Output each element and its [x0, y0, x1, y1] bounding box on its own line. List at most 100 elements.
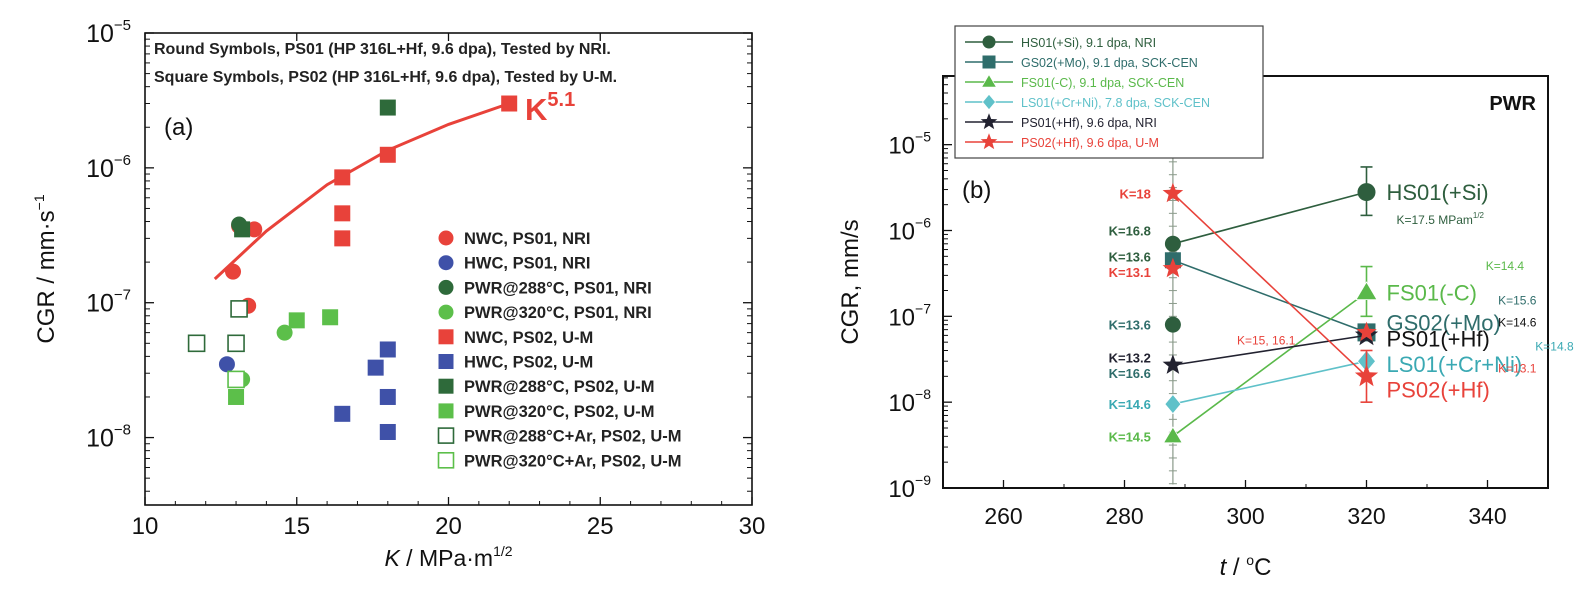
data-point	[379, 99, 396, 116]
k-label-288: K=16.6	[1109, 366, 1151, 381]
data-point	[334, 169, 351, 186]
y-tick-label-a: 10−5	[86, 17, 131, 48]
legend-label-a: PWR@288°C, PS02, U-M	[464, 378, 654, 396]
k-label-320: K=13.1	[1498, 362, 1537, 376]
y-tick-label-a: 10−6	[86, 152, 131, 183]
end-label: HS01(+Si)	[1387, 180, 1489, 205]
data-point	[234, 221, 251, 238]
data-point	[1354, 364, 1379, 387]
note-text-a: Round Symbols, PS01 (HP 316L+Hf, 9.6 dpa…	[154, 41, 611, 58]
k-label-320: K=17.5 MPam1/2	[1397, 211, 1485, 227]
data-point	[1162, 182, 1184, 203]
end-label: GS02(+Mo)	[1387, 310, 1501, 335]
data-point	[1355, 281, 1378, 301]
data-point	[501, 95, 518, 112]
series-a-8	[187, 300, 248, 353]
data-point	[288, 312, 305, 329]
legend-marker-b	[980, 73, 998, 88]
legend-label-a: NWC, PS01, NRI	[464, 230, 591, 248]
data-point	[1162, 354, 1184, 374]
data-point	[367, 359, 384, 376]
panel-label-b: (b)	[962, 177, 991, 204]
x-tick-label-b: 300	[1226, 503, 1264, 529]
end-label: FS01(-C)	[1387, 280, 1477, 305]
legend-marker-a	[438, 378, 454, 394]
k-label-288: K=18	[1119, 186, 1150, 201]
legend-label-a: PWR@320°C, PS02, U-M	[464, 403, 654, 421]
y-tick-label-b: 10−7	[888, 300, 931, 331]
legend-label-b: GS02(+Mo), 9.1 dpa, SCK-CEN	[1021, 56, 1198, 70]
series-line	[1172, 192, 1368, 377]
fit-curve	[213, 102, 510, 281]
legend-label-b: PS02(+Hf), 9.6 dpa, U-M	[1021, 136, 1159, 150]
legend-label-a: PWR@320°C, PS01, NRI	[464, 304, 652, 322]
x-axis-label-a: K / MPa·m1/2	[384, 543, 512, 571]
legend-marker-a	[438, 403, 454, 419]
x-tick-label-b: 280	[1105, 503, 1143, 529]
series-b-2	[1162, 265, 1378, 444]
series-line	[1172, 360, 1367, 405]
legend-label-b: LS01(+Cr+Ni), 7.8 dpa, SCK-CEN	[1021, 96, 1210, 110]
x-tick-label-a: 20	[435, 513, 462, 540]
fit-label: K5.1	[525, 89, 575, 127]
x-tick-label-a: 10	[132, 513, 159, 540]
y-axis-label-b: CGR, mm/s	[837, 219, 864, 344]
end-label: LS01(+Cr+Ni)	[1387, 352, 1523, 377]
k-label-288: K=14.5	[1109, 429, 1151, 444]
data-point	[334, 230, 351, 247]
x-tick-label-a: 30	[739, 513, 766, 540]
data-point	[1356, 321, 1377, 342]
series-a-7	[228, 309, 339, 405]
k-label-288: K=13.1	[1109, 265, 1151, 280]
k-label-288: K=16.8	[1109, 224, 1151, 239]
data-point	[230, 300, 248, 318]
k-label-288: K=13.2	[1109, 351, 1151, 366]
series-line	[1172, 291, 1367, 437]
x-tick-label-b: 320	[1347, 503, 1385, 529]
x-axis-label-b: t / oC	[1220, 552, 1272, 581]
series-a-6	[234, 99, 396, 238]
legend-label-a: PWR@320°C+Ar, PS02, U-M	[464, 452, 682, 470]
series-a-5	[334, 341, 396, 440]
legend-marker-a	[438, 354, 454, 369]
data-point	[1162, 426, 1183, 444]
legend-marker-a	[438, 329, 454, 345]
series-line	[1172, 259, 1367, 334]
data-point	[227, 370, 245, 389]
legend-marker-a	[438, 304, 454, 320]
k-label-320: K=14.8	[1535, 339, 1574, 353]
y-tick-label-b: 10−6	[888, 215, 931, 246]
legend-label-a: HWC, PS02, U-M	[464, 354, 593, 372]
data-point	[225, 263, 242, 280]
series-b-1	[1164, 252, 1376, 342]
legend-marker-b	[980, 113, 998, 130]
legend-label-a: NWC, PS02, U-M	[464, 329, 593, 347]
y-tick-label-a: 10−8	[86, 422, 131, 453]
series-a-1	[218, 356, 235, 373]
x-tick-label-a: 25	[587, 513, 614, 540]
legend-marker-b	[982, 55, 996, 69]
y-tick-label-b: 10−8	[888, 386, 931, 417]
legend-label-b: FS01(-C), 9.1 dpa, SCK-CEN	[1021, 76, 1184, 90]
legend-marker-a	[437, 451, 455, 469]
end-label: PS01(+Hf)	[1387, 327, 1490, 352]
data-point	[1164, 316, 1181, 333]
data-point	[1357, 183, 1376, 202]
data-point	[379, 341, 396, 358]
series-b-5	[1162, 182, 1379, 403]
k-label-320: K=15.6	[1498, 294, 1537, 308]
environment-label: PWR	[1489, 93, 1536, 115]
data-point	[228, 388, 245, 405]
x-tick-label-a: 15	[283, 513, 310, 540]
k-label-288: K=13.6	[1109, 318, 1151, 333]
panel-label-a: (a)	[164, 114, 193, 141]
legend-marker-b	[980, 133, 998, 150]
data-point	[276, 324, 293, 341]
legend-label-b: PS01(+Hf), 9.6 dpa, NRI	[1021, 116, 1157, 130]
series-line	[1172, 334, 1367, 366]
data-point	[379, 146, 396, 163]
data-point	[379, 423, 396, 440]
y-tick-label-b: 10−9	[888, 472, 931, 503]
data-point	[334, 405, 351, 422]
note-text-a: Square Symbols, PS02 (HP 316L+Hf, 9.6 dp…	[154, 69, 617, 86]
